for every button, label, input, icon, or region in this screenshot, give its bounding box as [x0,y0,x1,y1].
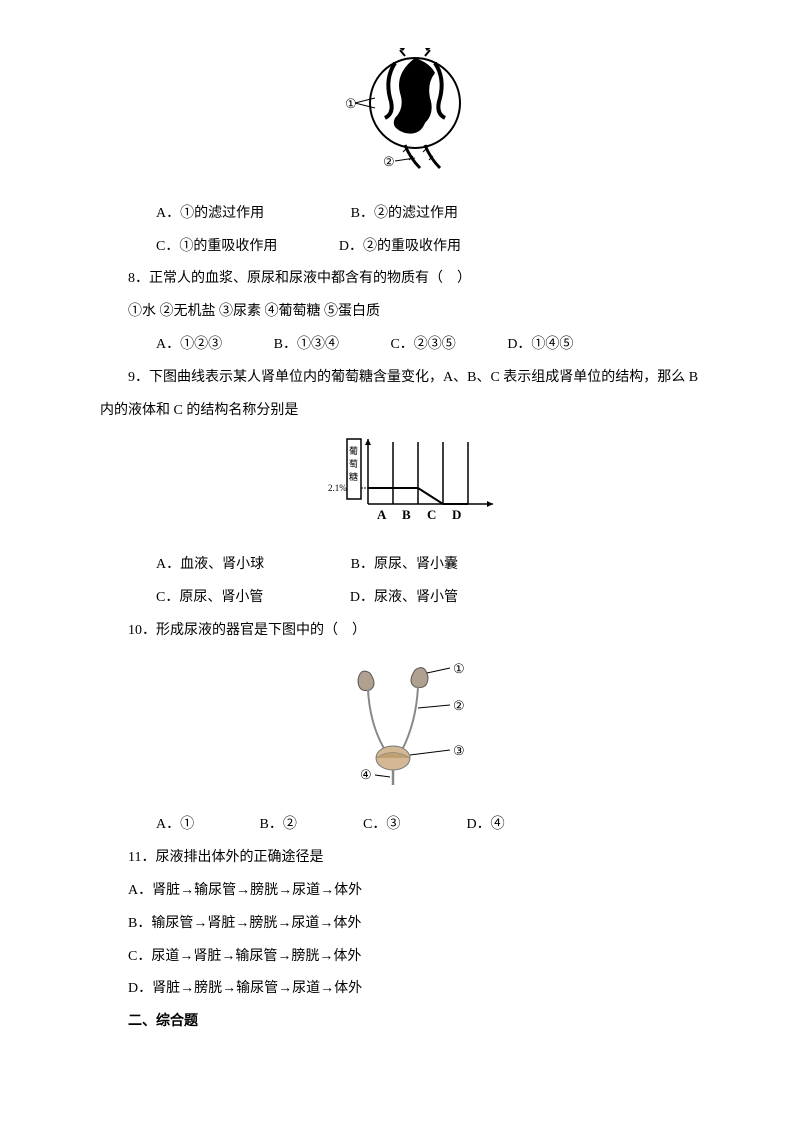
urinary-svg: ① ② ③ ④ [330,655,490,790]
q7-optC: C．①的重吸收作用 [128,232,277,263]
fig3-label4: ④ [360,767,372,782]
q9-optC: C．原尿、肾小管 [128,583,263,614]
q8-choices: ①水 ②无机盐 ③尿素 ④葡萄糖 ⑤蛋白质 [100,297,720,328]
q8-optD: D．①④⑤ [479,330,573,361]
chart-C: C [427,507,436,522]
q11-stem: 11．尿液排出体外的正确途径是 [100,843,720,874]
glucose-chart-svg: 葡 萄 糖 2.1% A B C D [323,434,498,529]
q9-options-row1: A．血液、肾小球 B．原尿、肾小囊 [100,550,720,581]
glomerulus-figure: ① ② [100,48,720,191]
urinary-system-figure: ① ② ③ ④ [100,655,720,803]
q7-options-row2: C．①的重吸收作用 D．②的重吸收作用 [100,232,720,263]
q10-optA: A．① [128,810,228,841]
chart-D: D [452,507,461,522]
q7-optB: B．②的滤过作用 [323,199,458,230]
q11-optA: A．肾脏→输尿管→膀胱→尿道→体外 [100,876,720,907]
q8-options: A．①②③ B．①③④ C．②③⑤ D．①④⑤ [100,330,720,361]
chart-ylabel3: 糖 [349,471,358,482]
q11-optC: C．尿道→肾脏→输尿管→膀胱→体外 [100,942,720,973]
fig1-label1: ① [345,96,357,111]
chart-B: B [402,507,411,522]
glomerulus-svg: ① ② [345,48,475,178]
q7-options-row1: A．①的滤过作用 B．②的滤过作用 [100,199,720,230]
q10-options: A．① B．② C．③ D．④ [100,810,720,841]
q8-optC: C．②③⑤ [362,330,455,361]
q9-stem2: 内的液体和 C 的结构名称分别是 [100,396,720,427]
fig3-label1: ① [453,661,465,676]
fig1-label2: ② [383,154,395,169]
q9-options-row2: C．原尿、肾小管 D．尿液、肾小管 [100,583,720,614]
q9-optA: A．血液、肾小球 [128,550,264,581]
fig3-label2: ② [453,698,465,713]
chart-ylabel1: 葡 [349,445,358,456]
q11-optD: D．肾脏→膀胱→输尿管→尿道→体外 [100,974,720,1005]
q7-optA: A．①的滤过作用 [128,199,264,230]
glucose-chart-figure: 葡 萄 糖 2.1% A B C D [100,434,720,542]
q11-optB: B．输尿管→肾脏→膀胱→尿道→体外 [100,909,720,940]
q9-optD: D．尿液、肾小管 [322,583,458,614]
fig3-label3: ③ [453,743,465,758]
q10-optC: C．③ [335,810,435,841]
q8-stem: 8．正常人的血浆、原尿和尿液中都含有的物质有（ ） [100,264,720,295]
q10-optB: B．② [232,810,332,841]
chart-ylabel2: 萄 [349,458,358,469]
q10-optD: D．④ [439,810,539,841]
chart-A: A [377,507,387,522]
chart-ypct: 2.1% [328,483,347,493]
q10-stem: 10．形成尿液的器官是下图中的（ ） [100,616,720,647]
q8-optA: A．①②③ [128,330,222,361]
q8-optB: B．①③④ [246,330,339,361]
section2-heading: 二、综合题 [100,1007,720,1038]
q9-optB: B．原尿、肾小囊 [323,550,458,581]
q7-optD: D．②的重吸收作用 [311,232,461,263]
q9-stem1: 9．下图曲线表示某人肾单位内的葡萄糖含量变化，A、B、C 表示组成肾单位的结构，… [100,363,720,394]
